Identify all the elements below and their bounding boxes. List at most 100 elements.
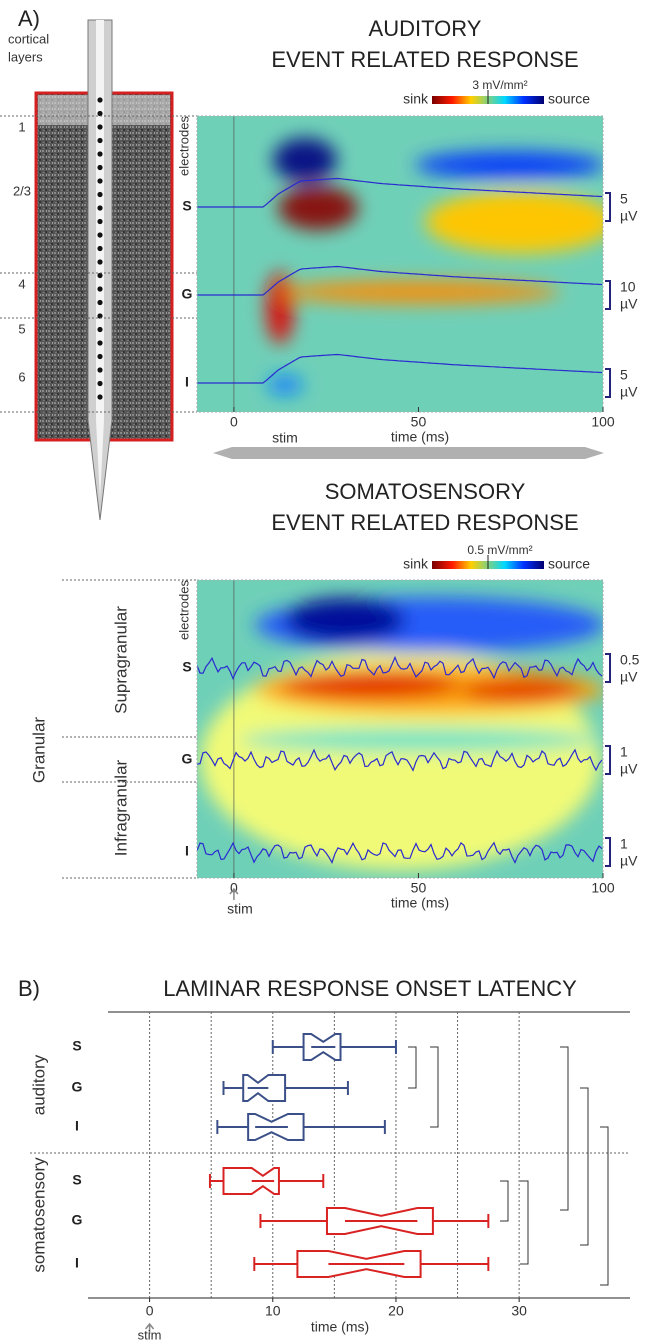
stim-label: stim (138, 1327, 162, 1341)
electrode-label: G (182, 286, 193, 302)
bracket (500, 1180, 509, 1222)
scale-label: 10 (620, 279, 636, 295)
heatmap-blobs (266, 138, 603, 395)
bracket (580, 1087, 589, 1246)
probe-contact (97, 137, 103, 144)
layer-name: Supragranular (111, 606, 130, 714)
category-label: S (72, 1038, 81, 1054)
stim-arrow (145, 1322, 155, 1334)
scale-label: 5 (620, 367, 628, 383)
trace (197, 655, 603, 681)
heatmap-blob (425, 190, 603, 254)
probe-contact (97, 245, 103, 252)
y-axis-label: electrodes (176, 116, 191, 176)
x-tick-label: 0 (146, 1303, 154, 1319)
layer-label: 1 (18, 119, 25, 134)
stim-label: stim (227, 901, 253, 917)
category-label: S (72, 1172, 81, 1188)
chart-subtitle: EVENT RELATED RESPONSE (271, 47, 578, 72)
trace (197, 748, 603, 772)
colorbar-label: 3 mV/mm² (472, 78, 527, 92)
scale-bar (605, 653, 611, 683)
group-label: auditory (29, 1054, 48, 1115)
probe-contact (97, 124, 103, 130)
probe-contact (97, 326, 103, 333)
box (222, 1167, 280, 1195)
probe-contact (97, 299, 103, 306)
bracket (520, 1180, 529, 1265)
heatmap-blob (278, 186, 358, 230)
group-label: somatosensory (29, 1157, 48, 1273)
scale-bar (605, 280, 611, 310)
electrode-label: G (182, 751, 193, 767)
x-tick-label: 20 (388, 1303, 404, 1319)
category-label: I (75, 1118, 79, 1134)
bracket (430, 1046, 439, 1128)
heatmap (197, 116, 603, 412)
category-label: G (72, 1079, 83, 1095)
category-label: I (75, 1255, 79, 1271)
chart-title: SOMATOSENSORY (325, 479, 526, 504)
probe-contact (97, 380, 103, 387)
y-axis-label: electrodes (176, 580, 191, 640)
x-tick-label: 10 (265, 1303, 281, 1319)
x-axis-label: time (ms) (311, 1319, 369, 1335)
electrode-label: S (182, 198, 191, 214)
probe-contact (97, 313, 103, 319)
scale-label: 1 (620, 836, 628, 852)
stim-arrow (229, 887, 239, 900)
bracket (408, 1046, 417, 1089)
time-arrow (213, 447, 604, 459)
probe-contact (97, 205, 103, 211)
heatmap (197, 580, 603, 878)
layer-label: 2/3 (13, 183, 31, 198)
scale-label: 5 (620, 191, 628, 207)
probe-contact (97, 353, 103, 360)
x-tick-label: 50 (411, 414, 427, 430)
heatmap-blob (240, 728, 600, 752)
heatmap-blob (267, 375, 303, 395)
bracket (600, 1126, 609, 1286)
heatmap-blob (280, 280, 560, 304)
probe (87, 19, 113, 521)
probe-contact (97, 97, 103, 103)
chart-subtitle: EVENT RELATED RESPONSE (271, 510, 578, 535)
layer-label: 6 (18, 369, 25, 384)
probe-contact (97, 191, 103, 198)
scale-bar (605, 745, 611, 775)
probe-contact (97, 272, 103, 279)
probe-contact (97, 164, 103, 171)
colorbar-high: source (548, 91, 590, 107)
scale-unit: µV (620, 296, 638, 312)
trace (197, 841, 603, 865)
trace (197, 177, 603, 208)
scale-unit: µV (620, 761, 638, 777)
panel-label: B) (18, 976, 40, 1001)
bracket (560, 1046, 569, 1211)
heatmap-blob (266, 272, 294, 344)
layer-label: 4 (18, 276, 25, 291)
electrode-label: S (182, 659, 191, 675)
probe-contact (97, 259, 103, 265)
scale-bar (605, 368, 611, 398)
heatmap-blob (460, 678, 580, 702)
x-tick-label: 50 (411, 880, 427, 896)
probe-contact (97, 394, 103, 400)
scale-unit: µV (620, 853, 638, 869)
probe-contact (97, 178, 103, 184)
x-axis-label: time (ms) (391, 895, 449, 911)
colorbar-low: sink (403, 91, 429, 107)
x-tick-label: 0 (230, 414, 238, 430)
probe-contact (97, 340, 103, 346)
stim-label: stim (272, 430, 298, 446)
chart-title: AUDITORY (369, 16, 482, 41)
x-tick-label: 0 (230, 880, 238, 896)
x-tick-label: 30 (511, 1303, 527, 1319)
scale-unit: µV (620, 669, 638, 685)
trace (197, 353, 603, 384)
colorbar-low: sink (403, 556, 429, 572)
scale-label: 0.5 (620, 652, 640, 668)
x-tick-label: 100 (591, 880, 615, 896)
scale-unit: µV (620, 384, 638, 400)
